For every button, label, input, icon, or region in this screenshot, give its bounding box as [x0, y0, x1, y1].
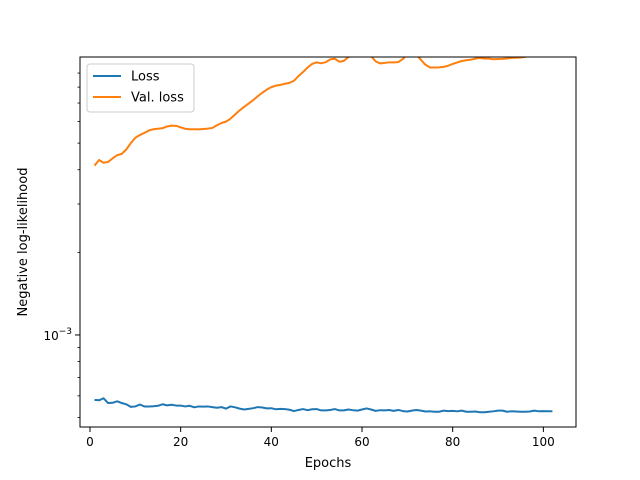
- plot-area: 0 20 40 60 80 100 10−3: [43, 56, 577, 449]
- x-tick-label: 0: [86, 435, 94, 449]
- series-line-val-loss: [93, 57, 530, 167]
- axes-frame: [79, 56, 577, 428]
- x-axis-ticks: 0 20 40 60 80 100: [86, 427, 555, 449]
- legend-label-val-loss: Val. loss: [131, 91, 184, 106]
- y-tick-label: 10−3: [43, 327, 72, 343]
- x-tick-label: 20: [173, 435, 188, 449]
- legend-label-loss: Loss: [131, 70, 160, 85]
- legend: Loss Val. loss: [86, 63, 195, 113]
- x-tick-label: 40: [264, 435, 279, 449]
- series-layer: [93, 57, 553, 414]
- x-tick-label: 80: [445, 435, 460, 449]
- x-axis-label: Epochs: [305, 456, 352, 471]
- x-tick-label: 100: [532, 435, 555, 449]
- x-tick-label: 60: [354, 435, 369, 449]
- y-axis-label: Negative log-likelihood: [16, 168, 31, 317]
- y-axis-ticks: 10−3: [43, 72, 80, 418]
- series-line-loss: [94, 397, 553, 414]
